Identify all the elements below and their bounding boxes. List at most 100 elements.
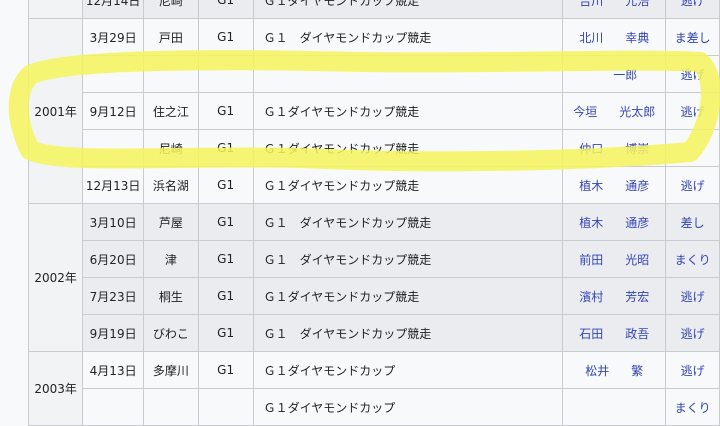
winner-cell: 仲口 博崇 [562, 129, 667, 167]
winner-given-name-link[interactable]: 政吾 [625, 326, 650, 341]
table-row: 9月12日 住之江 G1 Ｇ１ダイヤモンドカップ競走 今垣 光太郎 逃げ [29, 92, 720, 130]
venue-cell: 多摩川 [142, 351, 199, 389]
grade-cell: G1 [197, 240, 254, 278]
winner-given-name-link[interactable]: 芳宏 [625, 289, 650, 304]
tactic-cell: まくり [665, 388, 720, 426]
winner-surname-link[interactable]: 吉川 [579, 0, 604, 8]
date-cell: 9月19日 [82, 314, 144, 352]
winner-cell: 吉川 元浩 [562, 0, 667, 19]
winner-given-name-link[interactable]: 光昭 [625, 252, 650, 267]
venue-cell [142, 388, 199, 426]
venue-cell: 芦屋 [142, 203, 199, 241]
winner-given-name-link[interactable]: 元浩 [625, 0, 650, 8]
winner-given-name-link[interactable]: 通彦 [625, 215, 650, 230]
tactic-link[interactable]: 逃げ [680, 289, 705, 304]
tactic-cell: 逃げ [665, 351, 720, 389]
table-row: 7月23日 桐生 G1 Ｇ１ダイヤモンドカップ競走 濱村 芳宏 逃げ [29, 277, 720, 315]
tactic-link[interactable]: まくり [674, 252, 711, 267]
grade-cell: G1 [197, 203, 254, 241]
winner-surname-link[interactable]: 濱村 [579, 289, 604, 304]
date-cell [82, 55, 144, 93]
year-cell [27, 0, 84, 19]
winner-surname-link[interactable]: 松井 [585, 363, 610, 378]
grade-cell: G1 [197, 314, 254, 352]
tactic-link[interactable]: 逃げ [680, 67, 705, 82]
race-name-cell [252, 55, 564, 93]
tactic-link[interactable]: 逃げ [680, 104, 705, 119]
tactic-link[interactable]: 逃げ [680, 363, 705, 378]
winner-cell: 植木 通彦 [562, 203, 667, 241]
tactic-cell: 逃げ [665, 166, 720, 204]
tactic-cell [665, 129, 720, 167]
venue-cell: びわこ [142, 314, 199, 352]
winner-given-name-link[interactable]: 光太郎 [619, 104, 656, 119]
winner-given-name-link[interactable]: 繁 [631, 363, 644, 378]
table-row: Ｇ１ダイヤモンドカップ まくり [29, 388, 720, 426]
date-cell: 4月13日 [82, 351, 144, 389]
winner-cell: 前田 光昭 [562, 240, 667, 278]
date-cell [82, 388, 144, 426]
table-row: 一郎 逃げ [29, 55, 720, 93]
venue-cell: 津 [142, 240, 199, 278]
grade-cell: G1 [197, 351, 254, 389]
winner-cell: 一郎 [562, 55, 667, 93]
winner-given-name-link[interactable]: 一郎 [613, 67, 638, 82]
winner-cell: 北川 幸典 [562, 18, 667, 56]
tactic-cell: 差し [665, 203, 720, 241]
venue-cell: 住之江 [142, 92, 199, 130]
winner-given-name-link[interactable]: 通彦 [625, 178, 650, 193]
year-cell: 2001年 [27, 18, 84, 204]
race-name-cell: Ｇ１ダイヤモンドカップ競走 [252, 129, 564, 167]
race-name-cell: Ｇ１ダイヤモンドカップ [252, 388, 564, 426]
race-name-cell: Ｇ１ ダイヤモンドカップ競走 [252, 240, 564, 278]
tactic-link[interactable]: 差し [680, 215, 705, 230]
winner-cell: 松井 繁 [562, 351, 667, 389]
tactic-cell: 逃げ [665, 277, 720, 315]
venue-cell: 尼崎 [142, 129, 199, 167]
grade-cell: G1 [197, 18, 254, 56]
winner-surname-link[interactable]: 前田 [579, 252, 604, 267]
year-cell: 2003年 [27, 351, 84, 426]
tactic-link[interactable]: まくり [674, 400, 711, 415]
date-cell: 3月29日 [82, 18, 144, 56]
winner-given-name-link[interactable]: 博崇 [625, 141, 650, 156]
results-table: 12月14日 尼崎 G1 Ｇ１ダイヤモンドカップ競走 吉川 元浩 逃げ 2001年 3月29日戸… [27, 0, 720, 426]
venue-cell: 尼崎 [142, 0, 199, 19]
race-name-cell: Ｇ１ダイヤモンドカップ競走 [252, 166, 564, 204]
winner-cell: 濱村 芳宏 [562, 277, 667, 315]
tactic-link[interactable]: 逃げ [680, 326, 705, 341]
grade-cell [197, 388, 254, 426]
winner-surname-link[interactable]: 植木 [579, 215, 604, 230]
date-cell: 7月23日 [82, 277, 144, 315]
date-cell: 9月12日 [82, 92, 144, 130]
tactic-link[interactable]: ま差し [674, 30, 711, 45]
date-cell: 3月10日 [82, 203, 144, 241]
winner-cell [562, 388, 667, 426]
venue-cell [142, 55, 199, 93]
race-name-cell: Ｇ１ダイヤモンドカップ [252, 351, 564, 389]
tactic-cell: 逃げ [665, 92, 720, 130]
table-row: 12月14日 尼崎 G1 Ｇ１ダイヤモンドカップ競走 吉川 元浩 逃げ [27, 0, 720, 19]
winner-surname-link[interactable]: 植木 [579, 178, 604, 193]
winner-surname-link[interactable]: 北川 [579, 30, 604, 45]
table-row: 尼崎 G1 Ｇ１ダイヤモンドカップ競走 仲口 博崇 [29, 129, 720, 167]
winner-given-name-link[interactable]: 幸典 [625, 30, 650, 45]
winner-surname-link[interactable]: 仲口 [579, 141, 604, 156]
date-cell [82, 129, 144, 167]
tactic-link[interactable]: 逃げ [680, 0, 705, 8]
date-cell: 6月20日 [82, 240, 144, 278]
year-cell: 2002年 [27, 203, 84, 352]
tactic-cell: 逃げ [665, 314, 720, 352]
grade-cell: G1 [197, 277, 254, 315]
race-name-cell: Ｇ１ダイヤモンドカップ競走 [252, 92, 564, 130]
table-row: 2001年 3月29日 戸田 G1 Ｇ１ ダイヤモンドカップ競走 北川 幸典 ま差し [27, 18, 720, 204]
tactic-link[interactable]: 逃げ [680, 178, 705, 193]
table-row: 9月19日 びわこ G1 Ｇ１ ダイヤモンドカップ競走 石田 政吾 逃げ [29, 314, 720, 352]
table-row: 6月20日津 G1 Ｇ１ ダイヤモンドカップ競走 前田 光昭 まくり [29, 240, 720, 278]
winner-surname-link[interactable]: 石田 [579, 326, 604, 341]
race-name-cell: Ｇ１ ダイヤモンドカップ競走 [252, 18, 564, 56]
tactic-cell: まくり [665, 240, 720, 278]
venue-cell: 浜名湖 [142, 166, 199, 204]
winner-surname-link[interactable]: 今垣 [573, 104, 598, 119]
grade-cell: G1 [197, 129, 254, 167]
